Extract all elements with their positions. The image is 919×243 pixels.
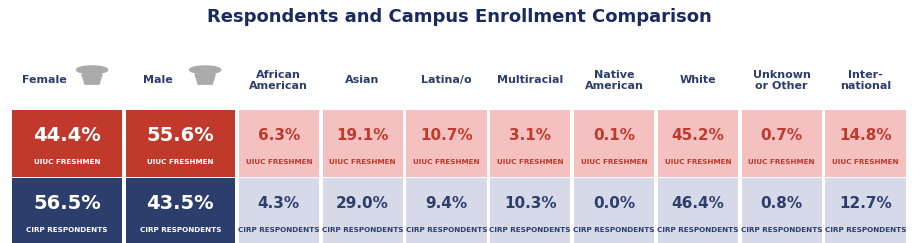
FancyBboxPatch shape bbox=[406, 178, 486, 243]
Text: UIUC FRESHMEN: UIUC FRESHMEN bbox=[245, 159, 312, 165]
FancyBboxPatch shape bbox=[658, 178, 738, 243]
FancyBboxPatch shape bbox=[239, 178, 319, 243]
Text: UIUC FRESHMEN: UIUC FRESHMEN bbox=[664, 159, 732, 165]
Text: 12.7%: 12.7% bbox=[839, 196, 892, 211]
Text: Latina/o: Latina/o bbox=[421, 75, 471, 85]
FancyBboxPatch shape bbox=[126, 178, 235, 243]
Text: Native
American: Native American bbox=[584, 69, 643, 91]
Text: 55.6%: 55.6% bbox=[146, 126, 214, 145]
Text: UIUC FRESHMEN: UIUC FRESHMEN bbox=[581, 159, 647, 165]
Text: 0.8%: 0.8% bbox=[761, 196, 803, 211]
Text: 10.7%: 10.7% bbox=[420, 128, 472, 143]
Text: 19.1%: 19.1% bbox=[336, 128, 389, 143]
Text: 0.1%: 0.1% bbox=[593, 128, 635, 143]
Text: CIRP RESPONDENTS: CIRP RESPONDENTS bbox=[657, 227, 739, 233]
FancyBboxPatch shape bbox=[12, 178, 122, 243]
FancyBboxPatch shape bbox=[323, 178, 403, 243]
Text: CIRP RESPONDENTS: CIRP RESPONDENTS bbox=[741, 227, 823, 233]
Text: UIUC FRESHMEN: UIUC FRESHMEN bbox=[497, 159, 563, 165]
Text: UIUC FRESHMEN: UIUC FRESHMEN bbox=[147, 159, 213, 165]
Text: 44.4%: 44.4% bbox=[33, 126, 101, 145]
Text: 10.3%: 10.3% bbox=[504, 196, 557, 211]
FancyBboxPatch shape bbox=[825, 178, 905, 243]
Text: 29.0%: 29.0% bbox=[336, 196, 389, 211]
Text: CIRP RESPONDENTS: CIRP RESPONDENTS bbox=[824, 227, 906, 233]
Text: White: White bbox=[679, 75, 716, 85]
Text: Unknown
or Other: Unknown or Other bbox=[753, 69, 811, 91]
Text: UIUC FRESHMEN: UIUC FRESHMEN bbox=[833, 159, 899, 165]
Text: UIUC FRESHMEN: UIUC FRESHMEN bbox=[329, 159, 396, 165]
FancyBboxPatch shape bbox=[825, 110, 905, 177]
Text: CIRP RESPONDENTS: CIRP RESPONDENTS bbox=[490, 227, 571, 233]
Text: UIUC FRESHMEN: UIUC FRESHMEN bbox=[748, 159, 815, 165]
Text: 4.3%: 4.3% bbox=[257, 196, 300, 211]
Text: CIRP RESPONDENTS: CIRP RESPONDENTS bbox=[573, 227, 655, 233]
FancyBboxPatch shape bbox=[742, 178, 822, 243]
Text: Asian: Asian bbox=[346, 75, 380, 85]
Text: CIRP RESPONDENTS: CIRP RESPONDENTS bbox=[27, 227, 108, 233]
FancyBboxPatch shape bbox=[574, 178, 654, 243]
Text: Inter-
national: Inter- national bbox=[840, 69, 891, 91]
Text: Respondents and Campus Enrollment Comparison: Respondents and Campus Enrollment Compar… bbox=[207, 8, 711, 26]
Text: African
American: African American bbox=[249, 69, 308, 91]
Text: 43.5%: 43.5% bbox=[146, 194, 214, 213]
FancyBboxPatch shape bbox=[323, 110, 403, 177]
Text: UIUC FRESHMEN: UIUC FRESHMEN bbox=[34, 159, 100, 165]
Text: 56.5%: 56.5% bbox=[33, 194, 101, 213]
Text: 0.7%: 0.7% bbox=[761, 128, 803, 143]
Circle shape bbox=[76, 66, 108, 74]
FancyBboxPatch shape bbox=[12, 110, 122, 177]
Polygon shape bbox=[195, 74, 215, 84]
FancyBboxPatch shape bbox=[490, 178, 571, 243]
Text: 9.4%: 9.4% bbox=[425, 196, 468, 211]
Text: Multiracial: Multiracial bbox=[497, 75, 563, 85]
Text: 45.2%: 45.2% bbox=[672, 128, 724, 143]
FancyBboxPatch shape bbox=[742, 110, 822, 177]
FancyBboxPatch shape bbox=[574, 110, 654, 177]
Text: 6.3%: 6.3% bbox=[257, 128, 300, 143]
Text: Male: Male bbox=[142, 75, 173, 85]
Text: 46.4%: 46.4% bbox=[672, 196, 724, 211]
Text: UIUC FRESHMEN: UIUC FRESHMEN bbox=[414, 159, 480, 165]
Text: 3.1%: 3.1% bbox=[509, 128, 551, 143]
Polygon shape bbox=[82, 74, 102, 84]
Text: CIRP RESPONDENTS: CIRP RESPONDENTS bbox=[238, 227, 320, 233]
FancyBboxPatch shape bbox=[406, 110, 486, 177]
Text: 0.0%: 0.0% bbox=[593, 196, 635, 211]
FancyBboxPatch shape bbox=[658, 110, 738, 177]
Text: 14.8%: 14.8% bbox=[839, 128, 891, 143]
Text: Female: Female bbox=[22, 75, 67, 85]
FancyBboxPatch shape bbox=[239, 110, 319, 177]
FancyBboxPatch shape bbox=[126, 110, 235, 177]
Text: CIRP RESPONDENTS: CIRP RESPONDENTS bbox=[322, 227, 403, 233]
Text: CIRP RESPONDENTS: CIRP RESPONDENTS bbox=[405, 227, 487, 233]
Circle shape bbox=[189, 66, 221, 74]
Text: CIRP RESPONDENTS: CIRP RESPONDENTS bbox=[140, 227, 221, 233]
FancyBboxPatch shape bbox=[490, 110, 571, 177]
